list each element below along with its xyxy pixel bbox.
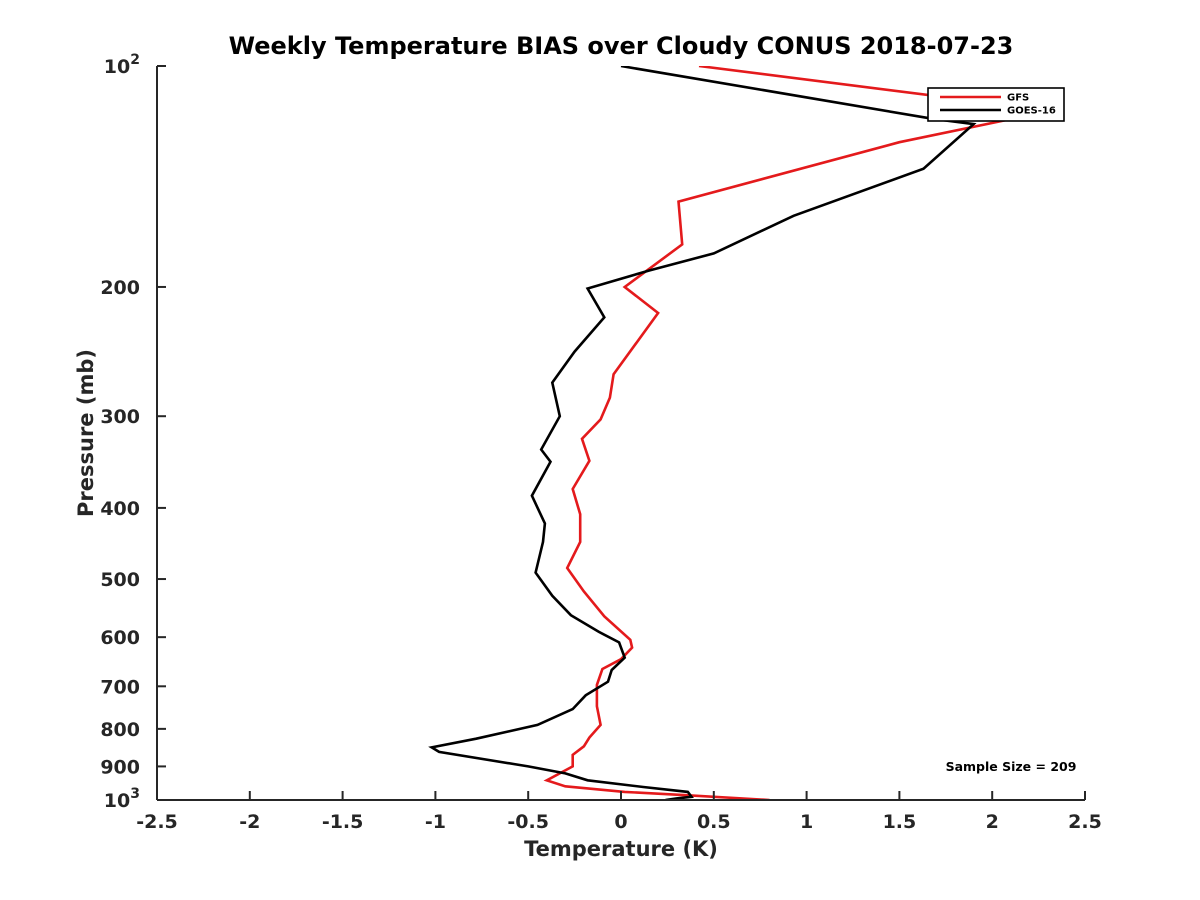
x-axis-label: Temperature (K) xyxy=(524,837,718,861)
legend: GFS GOES-16 xyxy=(927,87,1065,122)
y-tick-label: 300 xyxy=(100,406,140,428)
x-tick-label: -2.5 xyxy=(136,811,178,833)
legend-label: GFS xyxy=(1007,93,1029,104)
x-tick-label: 1.5 xyxy=(883,811,917,833)
legend-box xyxy=(927,87,1065,122)
y-tick-label: 200 xyxy=(100,277,140,299)
y-tick-label: 700 xyxy=(100,676,140,698)
chart-title: Weekly Temperature BIAS over Cloudy CONU… xyxy=(229,32,1014,60)
y-axis-label: Pressure (mb) xyxy=(74,349,98,517)
x-tick-label: -1.5 xyxy=(322,811,364,833)
legend-label: GOES-16 xyxy=(1007,106,1056,117)
y-tick-label: 102 xyxy=(104,52,140,78)
y-tick-label: 400 xyxy=(100,498,140,520)
x-tick-label: -1 xyxy=(425,811,446,833)
x-tick-label: 0 xyxy=(614,811,627,833)
y-tick-label: 103 xyxy=(104,786,140,812)
series-layer xyxy=(428,66,1052,800)
y-tick-label: 500 xyxy=(100,569,140,591)
y-tick-label: 800 xyxy=(100,719,140,741)
sample-size-annotation: Sample Size = 209 xyxy=(946,759,1077,774)
x-tick-label: 2.5 xyxy=(1068,811,1102,833)
y-tick-label: 900 xyxy=(100,756,140,778)
series-line-goes-16 xyxy=(428,66,977,800)
x-tick-label: -0.5 xyxy=(507,811,549,833)
y-tick-label: 600 xyxy=(100,627,140,649)
x-tick-label: 2 xyxy=(986,811,999,833)
x-tick-label: 1 xyxy=(800,811,813,833)
x-tick-label: 0.5 xyxy=(697,811,731,833)
series-line-gfs xyxy=(543,66,1052,800)
x-tick-label: -2 xyxy=(239,811,260,833)
axes: -2.5 -2 -1.5 -1 -0.5 0 0.5 1 1.5 2 2.5 102 200 300 400… xyxy=(100,52,1102,833)
